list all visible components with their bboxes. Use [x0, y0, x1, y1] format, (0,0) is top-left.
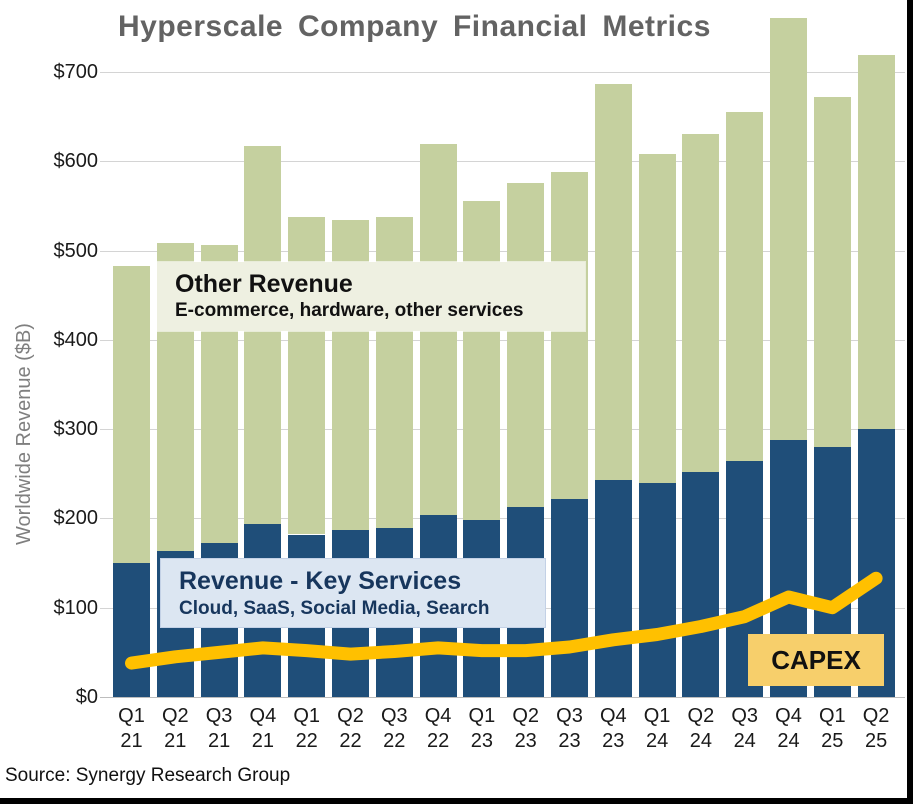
x-tick-label-Q1-21: Q1 21 — [118, 705, 145, 752]
legend-key-services-subtitle: Cloud, SaaS, Social Media, Search — [179, 598, 490, 619]
bar-key-services-Q4-23 — [594, 480, 632, 697]
legend-key-services: Revenue - Key Services Cloud, SaaS, Soci… — [160, 558, 546, 628]
y-tick-label-300: $300 — [53, 418, 99, 441]
x-tick-label-Q2-21: Q2 21 — [161, 705, 189, 752]
bar-other-revenue-Q3-24 — [726, 112, 764, 462]
gridline-200 — [100, 518, 905, 520]
bar-other-revenue-Q4-23 — [594, 83, 632, 480]
gridline-500 — [100, 250, 905, 252]
gridline-400 — [100, 339, 905, 341]
x-tick-label-Q4-24: Q4 24 — [775, 705, 802, 752]
source-attribution: Source: Synergy Research Group — [5, 765, 291, 786]
y-tick-label-700: $700 — [53, 60, 99, 83]
x-tick-label-Q2-24: Q2 24 — [687, 705, 715, 752]
x-tick-label-Q1-24: Q1 24 — [643, 705, 671, 752]
y-tick-label-200: $200 — [53, 507, 99, 530]
x-tick-label-Q1-25: Q1 25 — [818, 705, 846, 752]
screen-edge-right — [907, 0, 913, 804]
bar-other-revenue-Q1-25 — [813, 96, 851, 447]
x-tick-label-Q2-22: Q2 22 — [337, 705, 364, 752]
x-tick-label-Q4-23: Q4 23 — [599, 705, 627, 752]
gridline-300 — [100, 429, 905, 431]
bar-key-services-Q1-24 — [638, 482, 676, 697]
bar-other-revenue-Q1-21 — [113, 265, 150, 564]
y-tick-label-100: $100 — [53, 596, 99, 619]
gridline-700 — [100, 71, 905, 73]
x-tick-label-Q3-24: Q3 24 — [731, 705, 759, 752]
x-tick-label-Q4-22: Q4 22 — [424, 705, 452, 752]
screen-edge-bottom — [0, 798, 913, 804]
bar-other-revenue-Q1-23 — [463, 201, 501, 521]
chart-title: Hyperscale Company Financial Metrics — [118, 10, 711, 43]
x-tick-label-Q3-23: Q3 23 — [556, 705, 583, 752]
x-tick-label-Q1-22: Q1 22 — [293, 705, 321, 752]
y-tick-label-600: $600 — [53, 150, 99, 173]
y-tick-label-0: $0 — [75, 686, 98, 708]
legend-capex-label: CAPEX — [748, 634, 884, 686]
bar-other-revenue-Q2-23 — [507, 182, 545, 507]
legend-other-revenue: Other Revenue E-commerce, hardware, othe… — [157, 262, 585, 331]
bar-other-revenue-Q1-24 — [638, 154, 676, 483]
legend-other-revenue-title: Other Revenue — [175, 270, 353, 298]
gridline-0 — [100, 697, 905, 698]
bar-key-services-Q3-23 — [551, 498, 588, 697]
x-tick-label-Q3-21: Q3 21 — [205, 705, 233, 752]
bar-other-revenue-Q4-21 — [244, 146, 282, 524]
bar-other-revenue-Q4-24 — [770, 18, 807, 440]
bar-other-revenue-Q3-23 — [551, 171, 588, 499]
y-tick-label-500: $500 — [53, 239, 99, 262]
x-tick-label-Q4-21: Q4 21 — [249, 705, 277, 752]
x-tick-label-Q2-25: Q2 25 — [862, 705, 890, 752]
x-tick-label-Q1-23: Q1 23 — [468, 705, 496, 752]
legend-other-revenue-subtitle: E-commerce, hardware, other services — [175, 300, 524, 321]
gridline-600 — [100, 161, 905, 163]
x-tick-label-Q2-23: Q2 23 — [512, 705, 540, 752]
bar-other-revenue-Q2-24 — [682, 134, 720, 472]
y-tick-label-400: $400 — [53, 328, 99, 351]
bar-other-revenue-Q2-25 — [857, 54, 895, 430]
x-tick-label-Q3-22: Q3 22 — [380, 705, 408, 752]
bar-key-services-Q1-21 — [113, 563, 150, 697]
legend-key-services-title: Revenue - Key Services — [179, 567, 462, 595]
bar-key-services-Q2-24 — [682, 472, 720, 697]
